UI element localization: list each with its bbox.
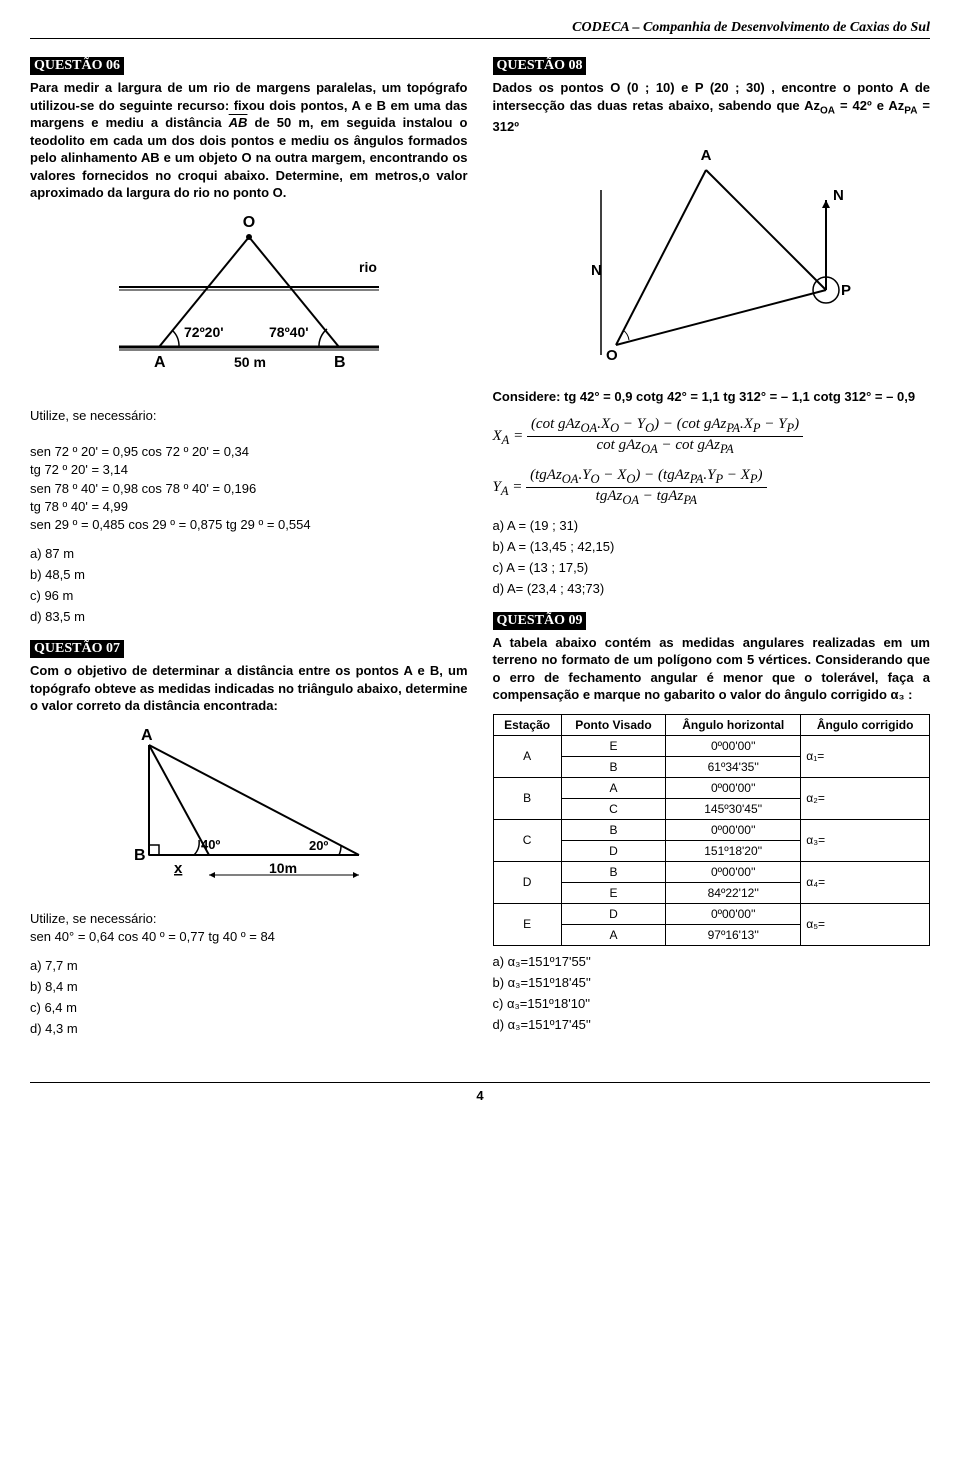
diagram-label-P: P (841, 282, 851, 299)
diagram-label-B: B (134, 847, 146, 864)
option-b: b) α₃=151º18'45'' (493, 975, 931, 990)
diagram-label-A: A (701, 147, 712, 164)
table-header-row: Estação Ponto Visado Ângulo horizontal Â… (493, 714, 930, 735)
q08-title: QUESTÃO 08 (493, 57, 587, 75)
q07-helper: Utilize, se necessário: sen 40° = 0,64 c… (30, 910, 468, 946)
option-b: b) 8,4 m (30, 979, 468, 994)
option-b: b) A = (13,45 ; 42,15) (493, 539, 931, 554)
option-a: a) α₃=151º17'55'' (493, 954, 931, 969)
table-row: AE0º00'00''α₁= (493, 735, 930, 756)
option-d: d) A= (23,4 ; 43;73) (493, 581, 931, 596)
option-a: a) A = (19 ; 31) (493, 518, 931, 533)
q08-formula-xa: XA = (cot gAzOA.XO − YO) − (cot gAzPA.XP… (493, 416, 931, 457)
question-07: QUESTÃO 07 Com o objetivo de determinar … (30, 640, 468, 1036)
diagram-angle-20: 20º (309, 838, 328, 853)
helper-line: sen 72 º 20' = 0,95 cos 72 º 20' = 0,34 (30, 443, 468, 461)
option-c: c) α₃=151º18'10'' (493, 996, 931, 1011)
diagram-label-O: O (243, 214, 255, 231)
q07-options: a) 7,7 m b) 8,4 m c) 6,4 m d) 4,3 m (30, 958, 468, 1036)
q06-helper: Utilize, se necessário: sen 72 º 20' = 0… (30, 407, 468, 534)
q08-text: Dados os pontos O (0 ; 10) e P (20 ; 30)… (493, 79, 931, 135)
helper-line: sen 78 º 40' = 0,98 cos 78 º 40' = 0,196 (30, 480, 468, 498)
helper-line: sen 40° = 0,64 cos 40 º = 0,77 tg 40 º =… (30, 928, 468, 946)
q07-diagram: A B 40º 20º x 10m (30, 725, 468, 898)
q09-table: Estação Ponto Visado Ângulo horizontal Â… (493, 714, 931, 946)
option-c: c) 96 m (30, 588, 468, 603)
page-header: CODECA – Companhia de Desenvolvimento de… (30, 20, 930, 39)
table-row: ED0º00'00''α₅= (493, 903, 930, 924)
th-ang-c: Ângulo corrigido (801, 714, 930, 735)
diagram-dist: 50 m (234, 354, 266, 370)
helper-title: Utilize, se necessário: (30, 407, 468, 425)
q07-text: Com o objetivo de determinar a distância… (30, 662, 468, 715)
helper-line: sen 29 º = 0,485 cos 29 º = 0,875 tg 29 … (30, 516, 468, 534)
table-row: DB0º00'00''α₄= (493, 861, 930, 882)
right-column: QUESTÃO 08 Dados os pontos O (0 ; 10) e … (493, 57, 931, 1052)
q09-title: QUESTÃO 09 (493, 612, 587, 630)
helper-line: tg 78 º 40' = 4,99 (30, 498, 468, 516)
helper-line: tg 72 º 20' = 3,14 (30, 461, 468, 479)
helper-title: Utilize, se necessário: (30, 910, 468, 928)
diagram-label-O: O (606, 347, 618, 364)
question-08: QUESTÃO 08 Dados os pontos O (0 ; 10) e … (493, 57, 931, 596)
q07-title: QUESTÃO 07 (30, 640, 124, 658)
option-c: c) 6,4 m (30, 1000, 468, 1015)
table-row: CB0º00'00''α₃= (493, 819, 930, 840)
diagram-label-A: A (154, 354, 166, 371)
option-d: d) 4,3 m (30, 1021, 468, 1036)
diagram-angle-40: 40º (201, 837, 220, 852)
diagram-label-rio: rio (359, 259, 377, 275)
option-a: a) 7,7 m (30, 958, 468, 973)
option-c: c) A = (13 ; 17,5) (493, 560, 931, 575)
q06-title: QUESTÃO 06 (30, 57, 124, 75)
table-row: BA0º00'00''α₂= (493, 777, 930, 798)
q09-options: a) α₃=151º17'55'' b) α₃=151º18'45'' c) α… (493, 954, 931, 1032)
diagram-label-A: A (141, 727, 153, 744)
option-b: b) 48,5 m (30, 567, 468, 582)
option-d: d) α₃=151º17'45'' (493, 1017, 931, 1032)
question-09: QUESTÃO 09 A tabela abaixo contém as med… (493, 612, 931, 1032)
diagram-label-N-right: N (833, 187, 844, 204)
option-a: a) 87 m (30, 546, 468, 561)
question-06: QUESTÃO 06 Para medir a largura de um ri… (30, 57, 468, 624)
option-d: d) 83,5 m (30, 609, 468, 624)
main-columns: QUESTÃO 06 Para medir a largura de um ri… (30, 57, 930, 1052)
page-number: 4 (30, 1082, 930, 1103)
th-estacao: Estação (493, 714, 561, 735)
diagram-angle-a: 72º20' (184, 324, 224, 340)
q08-considere: Considere: tg 42° = 0,9 cotg 42° = 1,1 t… (493, 388, 931, 406)
left-column: QUESTÃO 06 Para medir a largura de um ri… (30, 57, 468, 1052)
q08-options: a) A = (19 ; 31) b) A = (13,45 ; 42,15) … (493, 518, 931, 596)
diagram-angle-b: 78º40' (269, 324, 309, 340)
q06-options: a) 87 m b) 48,5 m c) 96 m d) 83,5 m (30, 546, 468, 624)
q06-diagram: O rio 72º20' 78º40' A B 50 m (30, 212, 468, 395)
th-ponto: Ponto Visado (561, 714, 666, 735)
th-ang-h: Ângulo horizontal (666, 714, 801, 735)
diagram-label-B: B (334, 354, 346, 371)
diagram-x: x (174, 860, 183, 877)
q08-formula-ya: YA = (tgAzOA.YO − XO) − (tgAzPA.YP − XP)… (493, 467, 931, 508)
q09-text: A tabela abaixo contém as medidas angula… (493, 634, 931, 704)
q08-diagram: A N N O P (493, 145, 931, 378)
q06-text: Para medir a largura de um rio de margen… (30, 79, 468, 202)
diagram-10m: 10m (269, 860, 297, 876)
diagram-label-N-left: N (591, 262, 602, 279)
